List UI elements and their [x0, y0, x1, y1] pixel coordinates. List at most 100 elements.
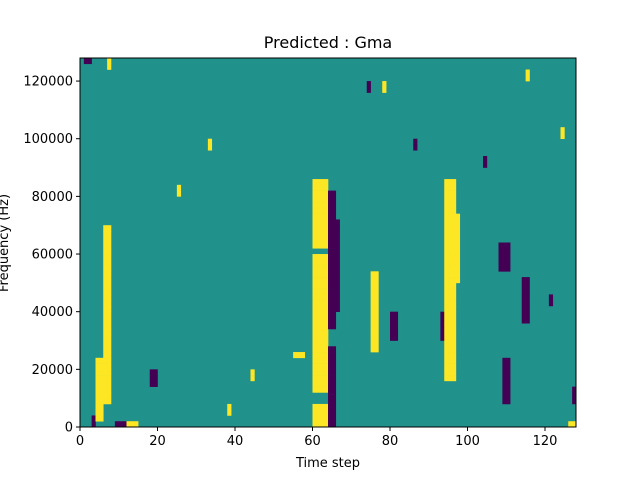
- heatmap-cell: [444, 369, 449, 376]
- heatmap-cell: [444, 328, 449, 336]
- heatmap-cell: [444, 248, 449, 255]
- heatmap-cell: [99, 409, 104, 416]
- heatmap-cell: [83, 58, 89, 65]
- heatmap-cell: [297, 352, 302, 359]
- heatmap-cell: [107, 225, 112, 232]
- heatmap-cell: [440, 328, 445, 336]
- heatmap-cell: [335, 288, 340, 295]
- heatmap-cell: [324, 219, 329, 226]
- heatmap-cell: [103, 317, 108, 324]
- heatmap-cell: [366, 86, 371, 93]
- heatmap-cell: [324, 328, 329, 336]
- heatmap-cell: [331, 386, 337, 393]
- heatmap-cell: [324, 288, 329, 295]
- y-tick-label: 0: [65, 421, 73, 436]
- heatmap-cell: [320, 242, 325, 249]
- heatmap-cell: [126, 421, 131, 428]
- heatmap-cell: [335, 254, 340, 261]
- heatmap-cell: [448, 375, 453, 382]
- heatmap-cell: [324, 375, 329, 382]
- heatmap-cell: [324, 225, 329, 232]
- heatmap-cell: [452, 363, 457, 370]
- heatmap-cell: [320, 352, 325, 359]
- heatmap-cell: [328, 421, 333, 428]
- heatmap-cell: [328, 288, 333, 295]
- heatmap-cell: [312, 305, 317, 312]
- heatmap-cell: [506, 380, 511, 387]
- heatmap-cell: [455, 242, 461, 249]
- plot-frame: [79, 57, 577, 428]
- y-tick-label: 20000: [32, 363, 73, 378]
- heatmap-cell: [502, 392, 507, 399]
- heatmap-cell: [331, 357, 337, 364]
- heatmap-cell: [506, 363, 511, 370]
- x-tick-label: 60: [304, 434, 321, 449]
- heatmap-cell: [122, 421, 127, 428]
- heatmap-cell: [316, 375, 321, 382]
- heatmap-cell: [448, 317, 453, 324]
- heatmap-cell: [444, 213, 449, 220]
- heatmap-cell: [331, 380, 337, 387]
- heatmap-cell: [328, 196, 333, 203]
- heatmap-cell: [149, 375, 154, 382]
- heatmap-cell: [316, 363, 321, 370]
- heatmap-cell: [107, 288, 112, 295]
- heatmap-cell: [107, 363, 112, 370]
- heatmap-cell: [328, 202, 333, 209]
- heatmap-cell: [107, 392, 112, 399]
- heatmap-cell: [324, 352, 329, 359]
- heatmap-cell: [95, 363, 100, 370]
- heatmap-cell: [95, 369, 100, 376]
- heatmap-cell: [370, 317, 375, 324]
- heatmap-cell: [328, 294, 333, 301]
- heatmap-cell: [506, 265, 511, 272]
- heatmap-cell: [452, 357, 457, 364]
- heatmap-cell: [560, 127, 565, 134]
- heatmap-cell: [324, 190, 329, 197]
- heatmap-cell: [390, 334, 395, 341]
- heatmap-cell: [103, 288, 108, 295]
- heatmap-cell: [324, 311, 329, 318]
- heatmap-cell: [312, 236, 317, 243]
- heatmap-cell: [293, 352, 298, 359]
- heatmap-cell: [328, 346, 333, 353]
- heatmap-cell: [331, 294, 337, 301]
- heatmap-cell: [312, 225, 317, 232]
- heatmap-cell: [103, 328, 108, 336]
- heatmap-cell: [335, 259, 340, 266]
- heatmap-cell: [370, 288, 375, 295]
- heatmap-cell: [525, 294, 530, 301]
- heatmap-cell: [452, 184, 457, 191]
- heatmap-cell: [324, 254, 329, 261]
- heatmap-cell: [370, 334, 375, 341]
- heatmap-cell: [316, 357, 321, 364]
- heatmap-cell: [331, 236, 337, 243]
- heatmap-cell: [107, 254, 112, 261]
- heatmap-cell: [448, 248, 453, 255]
- heatmap-cell: [95, 386, 100, 393]
- heatmap-cell: [324, 196, 329, 203]
- heatmap-cell: [444, 317, 449, 324]
- heatmap-cell: [328, 230, 333, 238]
- heatmap-cell: [328, 300, 333, 307]
- heatmap-cell: [320, 288, 325, 295]
- heatmap-cell: [103, 334, 108, 341]
- heatmap-cell: [320, 179, 325, 186]
- heatmap-cell: [335, 277, 340, 284]
- heatmap-cell: [328, 248, 333, 255]
- heatmap-cell: [548, 300, 554, 307]
- heatmap-cell: [324, 300, 329, 307]
- heatmap-cell: [320, 363, 325, 370]
- heatmap-cell: [87, 58, 92, 65]
- heatmap-cell: [331, 311, 337, 318]
- heatmap-cell: [316, 190, 321, 197]
- heatmap-cell: [331, 305, 337, 312]
- heatmap-cell: [103, 259, 108, 266]
- heatmap-cell: [455, 254, 461, 261]
- heatmap-cell: [444, 184, 449, 191]
- heatmap-cell: [444, 277, 449, 284]
- heatmap-cell: [525, 75, 530, 82]
- heatmap-cell: [324, 363, 329, 370]
- heatmap-cell: [335, 294, 340, 301]
- heatmap-cell: [312, 317, 317, 324]
